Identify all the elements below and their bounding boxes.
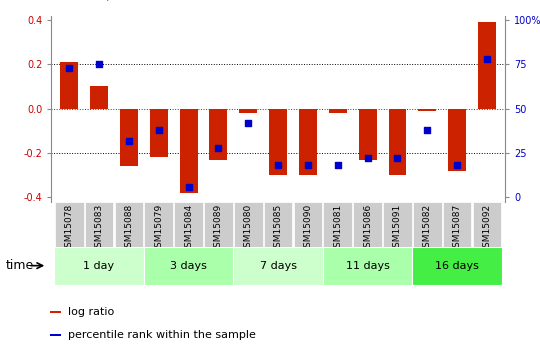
Text: GSM15079: GSM15079 <box>154 204 163 253</box>
Bar <box>60 62 78 109</box>
Bar <box>294 202 322 247</box>
Text: GSM15078: GSM15078 <box>65 204 73 253</box>
Bar <box>383 202 412 247</box>
Text: GSM15085: GSM15085 <box>274 204 282 253</box>
Bar <box>50 334 61 336</box>
Bar <box>150 109 168 157</box>
Text: percentile rank within the sample: percentile rank within the sample <box>68 330 255 340</box>
Point <box>274 163 282 168</box>
Bar <box>388 109 407 175</box>
Bar <box>233 247 323 285</box>
Bar <box>323 202 352 247</box>
Text: GSM15084: GSM15084 <box>184 204 193 253</box>
Bar <box>174 202 203 247</box>
Bar <box>114 202 143 247</box>
Bar <box>144 247 233 285</box>
Point <box>214 145 222 150</box>
Bar <box>478 22 496 109</box>
Point <box>483 56 491 62</box>
Text: GSM15086: GSM15086 <box>363 204 372 253</box>
Text: GSM15089: GSM15089 <box>214 204 223 253</box>
Bar <box>210 109 227 160</box>
Text: 16 days: 16 days <box>435 261 479 270</box>
Text: time: time <box>5 259 33 272</box>
Bar <box>120 109 138 166</box>
Bar <box>418 109 436 111</box>
Text: GSM15087: GSM15087 <box>453 204 462 253</box>
Bar <box>329 109 347 113</box>
Bar <box>234 202 262 247</box>
Text: 1 day: 1 day <box>84 261 114 270</box>
Bar <box>472 202 501 247</box>
Text: GSM15083: GSM15083 <box>94 204 104 253</box>
Bar <box>204 202 233 247</box>
Bar <box>448 109 466 171</box>
Text: GSM15081: GSM15081 <box>333 204 342 253</box>
Point <box>125 138 133 144</box>
Text: log ratio: log ratio <box>68 307 114 317</box>
Bar <box>443 202 471 247</box>
Text: GDS580 / 11965: GDS580 / 11965 <box>46 0 160 2</box>
Bar <box>359 109 376 160</box>
Point <box>423 127 431 133</box>
Text: GSM15090: GSM15090 <box>303 204 313 253</box>
Text: GSM15088: GSM15088 <box>124 204 133 253</box>
Point <box>453 163 462 168</box>
Bar <box>239 109 257 113</box>
Point <box>65 65 73 71</box>
Bar <box>90 87 108 109</box>
Bar <box>323 247 413 285</box>
Text: 3 days: 3 days <box>170 261 207 270</box>
Bar <box>180 109 198 193</box>
Point <box>363 156 372 161</box>
Text: GSM15080: GSM15080 <box>244 204 253 253</box>
Point <box>154 127 163 133</box>
Point <box>334 163 342 168</box>
Point <box>303 163 312 168</box>
Bar <box>85 202 113 247</box>
Bar <box>269 109 287 175</box>
Text: 7 days: 7 days <box>260 261 296 270</box>
Bar <box>353 202 382 247</box>
Text: GSM15091: GSM15091 <box>393 204 402 253</box>
Bar <box>413 247 502 285</box>
Bar <box>413 202 442 247</box>
Bar <box>144 202 173 247</box>
Bar <box>264 202 293 247</box>
Point <box>94 61 103 67</box>
Bar <box>55 247 144 285</box>
Point <box>393 156 402 161</box>
Bar <box>299 109 317 175</box>
Point <box>244 120 253 126</box>
Bar <box>55 202 84 247</box>
Bar <box>50 312 61 313</box>
Point <box>184 184 193 189</box>
Text: GSM15092: GSM15092 <box>483 204 491 253</box>
Text: 11 days: 11 days <box>346 261 389 270</box>
Text: GSM15082: GSM15082 <box>423 204 432 253</box>
